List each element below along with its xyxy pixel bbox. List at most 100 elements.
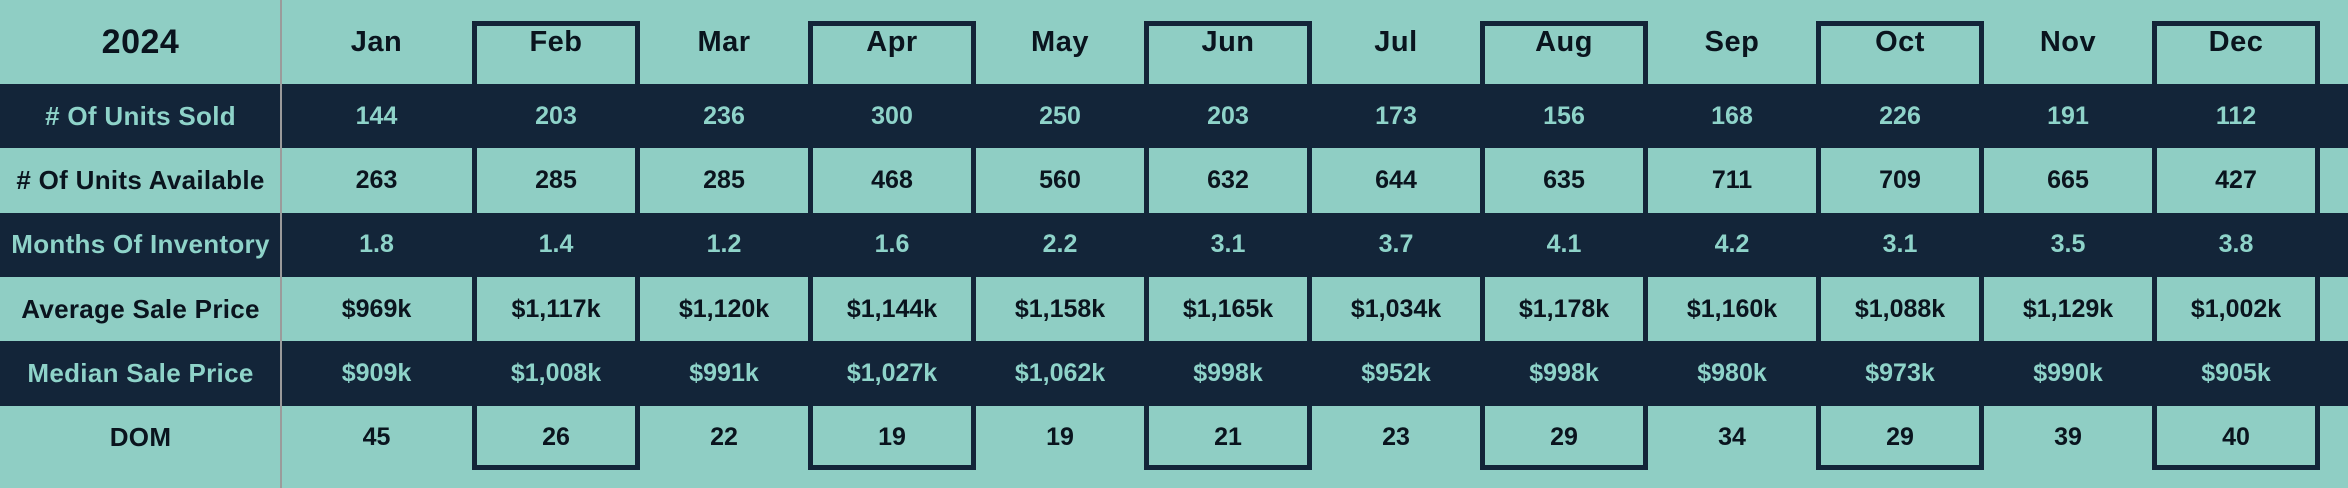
value-cell: 45 (362, 423, 391, 452)
value-cell: 3.1 (1144, 212, 1312, 277)
row-label: Median Sale Price (0, 341, 281, 406)
value-cell: 285 (703, 165, 745, 194)
value-cell: 1.8 (281, 212, 472, 277)
row-right-spacer (2320, 277, 2348, 341)
value-cell: 4.1 (1480, 212, 1648, 277)
row-label: Months Of Inventory (0, 212, 281, 277)
month-header-mar: Mar (697, 25, 751, 58)
month-header-aug: Aug (1535, 25, 1593, 58)
value-cell: $998k (1480, 341, 1648, 406)
row-label: DOM (109, 422, 172, 453)
value-cell: $969k (341, 294, 412, 323)
value-cell: $1,034k (1350, 294, 1442, 323)
row-right-spacer (2320, 148, 2348, 212)
row-right-spacer (2320, 341, 2348, 406)
value-cell: 156 (1480, 84, 1648, 149)
value-cell: $1,144k (846, 294, 938, 323)
value-cell: 1.2 (640, 212, 808, 277)
value-cell: 191 (1984, 84, 2152, 149)
month-header-oct: Oct (1875, 25, 1925, 58)
value-cell: 144 (281, 84, 472, 149)
row-label: Average Sale Price (21, 293, 260, 324)
month-header-feb: Feb (529, 25, 583, 58)
value-cell: 632 (1207, 165, 1249, 194)
value-cell: 300 (808, 84, 976, 149)
value-cell: 2.2 (976, 212, 1144, 277)
year-cell: 2024 (101, 22, 180, 61)
value-cell: 21 (1214, 423, 1242, 452)
value-cell: 173 (1312, 84, 1480, 149)
value-cell: 29 (1550, 423, 1578, 452)
value-cell: $1,088k (1854, 294, 1946, 323)
value-cell: 29 (1886, 423, 1914, 452)
value-cell: 226 (1816, 84, 1984, 149)
value-cell: 1.6 (808, 212, 976, 277)
value-cell: 203 (472, 84, 640, 149)
value-cell: 168 (1648, 84, 1816, 149)
month-header-jul: Jul (1374, 25, 1418, 58)
value-cell: 40 (2222, 423, 2250, 452)
month-header-jan: Jan (350, 25, 403, 58)
value-cell: $1,120k (678, 294, 770, 323)
value-cell: $990k (1984, 341, 2152, 406)
value-cell: 3.5 (1984, 212, 2152, 277)
value-cell: $991k (640, 341, 808, 406)
value-cell: 112 (2152, 84, 2320, 149)
value-cell: $1,178k (1518, 294, 1610, 323)
value-cell: 709 (1879, 165, 1921, 194)
month-header-apr: Apr (866, 25, 918, 58)
value-cell: 26 (542, 423, 570, 452)
value-cell: 34 (1718, 423, 1746, 452)
value-cell: $1,027k (808, 341, 976, 406)
row-right-spacer (2320, 406, 2348, 470)
value-cell: 665 (2047, 165, 2089, 194)
value-cell: $905k (2152, 341, 2320, 406)
value-cell: 560 (1039, 165, 1081, 194)
header-right-spacer (2320, 0, 2348, 84)
value-cell: 468 (871, 165, 913, 194)
value-cell: 3.7 (1312, 212, 1480, 277)
month-header-nov: Nov (2039, 25, 2097, 58)
value-cell: 1.4 (472, 212, 640, 277)
value-cell: 23 (1382, 423, 1410, 452)
row-right-spacer (2320, 212, 2348, 277)
value-cell: $973k (1816, 341, 1984, 406)
value-cell: $1,158k (1014, 294, 1106, 323)
row-label: # Of Units Available (16, 164, 265, 195)
value-cell: 3.1 (1816, 212, 1984, 277)
value-cell: $952k (1312, 341, 1480, 406)
value-cell: $1,129k (2022, 294, 2114, 323)
value-cell: 203 (1144, 84, 1312, 149)
row-label: # Of Units Sold (0, 84, 281, 149)
value-cell: $1,008k (472, 341, 640, 406)
value-cell: $909k (281, 341, 472, 406)
month-header-may: May (1031, 25, 1089, 58)
value-cell: $1,062k (976, 341, 1144, 406)
month-header-dec: Dec (2208, 25, 2264, 58)
value-cell: 39 (2054, 423, 2082, 452)
value-cell: 236 (640, 84, 808, 149)
month-header-jun: Jun (1201, 25, 1255, 58)
value-cell: 263 (355, 165, 398, 194)
value-cell: 19 (1046, 423, 1074, 452)
value-cell: 4.2 (1648, 212, 1816, 277)
value-cell: 635 (1543, 165, 1585, 194)
value-cell: $1,160k (1686, 294, 1778, 323)
value-cell: $1,165k (1182, 294, 1274, 323)
value-cell: 285 (535, 165, 577, 194)
value-cell: $1,117k (511, 294, 601, 323)
value-cell: $980k (1648, 341, 1816, 406)
row-right-spacer (2320, 84, 2348, 149)
value-cell: 22 (710, 423, 738, 452)
value-cell: $998k (1144, 341, 1312, 406)
value-cell: 427 (2215, 165, 2257, 194)
value-cell: 644 (1375, 165, 1417, 194)
value-cell: 250 (976, 84, 1144, 149)
value-cell: 3.8 (2152, 212, 2320, 277)
value-cell: 19 (878, 423, 906, 452)
value-cell: $1,002k (2190, 294, 2282, 323)
value-cell: 711 (1711, 165, 1753, 194)
month-header-sep: Sep (1704, 25, 1760, 58)
